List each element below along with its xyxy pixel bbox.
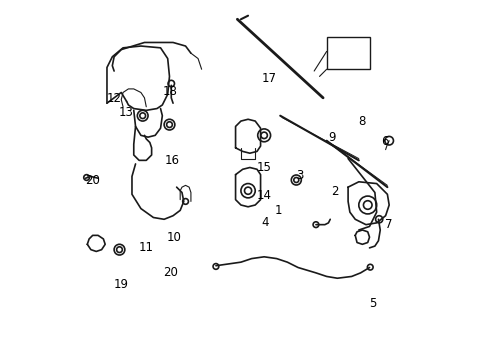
Text: 15: 15 — [256, 161, 271, 174]
Text: 10: 10 — [166, 231, 181, 244]
Text: 14: 14 — [256, 189, 271, 202]
Text: 20: 20 — [85, 174, 100, 187]
Text: 13: 13 — [118, 106, 133, 120]
Text: 8: 8 — [357, 114, 365, 127]
Circle shape — [140, 113, 145, 118]
Text: 7: 7 — [385, 218, 392, 231]
Circle shape — [116, 247, 122, 252]
Text: 16: 16 — [164, 154, 180, 167]
Circle shape — [293, 177, 298, 183]
Text: 18: 18 — [163, 85, 177, 98]
Text: 2: 2 — [330, 185, 338, 198]
Circle shape — [166, 122, 172, 127]
Circle shape — [261, 132, 267, 139]
Text: 20: 20 — [163, 266, 178, 279]
Text: 4: 4 — [261, 216, 268, 229]
Text: 6: 6 — [380, 135, 387, 148]
Text: 17: 17 — [261, 72, 276, 85]
Text: 5: 5 — [368, 297, 375, 310]
Text: 12: 12 — [106, 92, 122, 105]
Text: 19: 19 — [114, 278, 128, 291]
Text: 11: 11 — [139, 240, 153, 254]
Text: 9: 9 — [327, 131, 335, 144]
Text: 1: 1 — [274, 204, 282, 217]
Text: 3: 3 — [296, 169, 303, 182]
Bar — [326, 37, 369, 69]
